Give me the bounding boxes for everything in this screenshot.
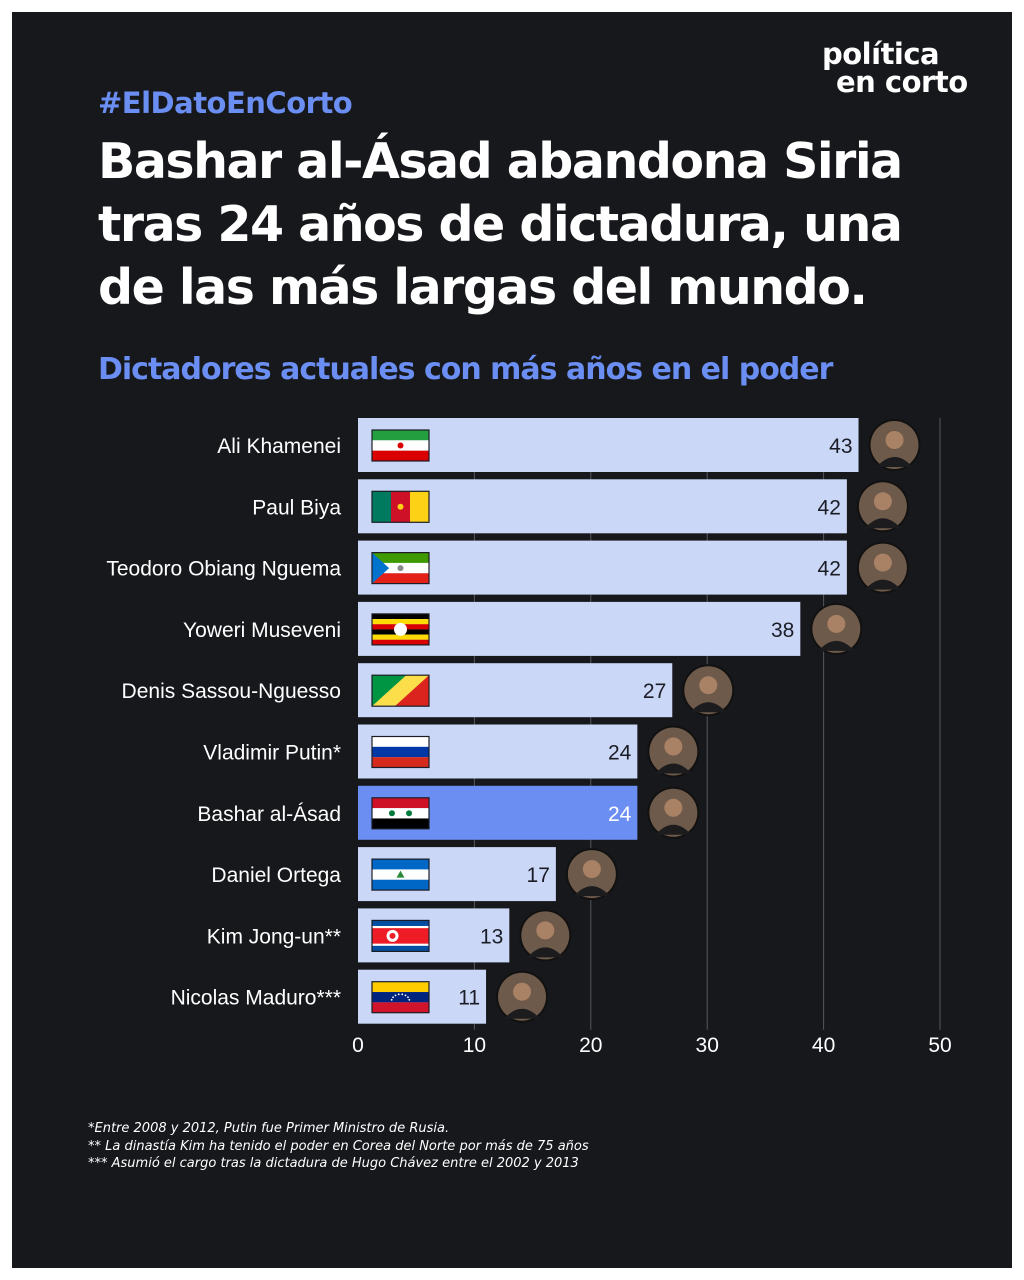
- row-nicolas-maduro: Nicolas Maduro*** 11: [171, 969, 549, 1024]
- bar-label: Yoweri Museveni: [183, 619, 341, 642]
- x-tick-20: 20: [579, 1034, 602, 1057]
- row-ali-khamenei: Ali Khamenei 43: [217, 418, 921, 472]
- flag-cameroon-icon: [371, 490, 430, 523]
- hashtag: #ElDatoEnCorto: [98, 86, 353, 120]
- row-denis-sassou-nguesso: Denis Sassou-Nguesso 27: [122, 663, 735, 718]
- x-tick-30: 30: [696, 1034, 719, 1057]
- row-kim-jong-un: Kim Jong-un** 13: [207, 908, 572, 963]
- footnotes: *Entre 2008 y 2012, Putin fue Primer Min…: [88, 1120, 589, 1173]
- bar-value: 38: [771, 619, 794, 642]
- bar-label: Kim Jong-un**: [207, 925, 341, 948]
- bar-label: Daniel Ortega: [211, 864, 341, 887]
- flag-congo-icon: [371, 674, 430, 707]
- row-daniel-ortega: Daniel Ortega 17: [211, 847, 618, 902]
- bar-label: Bashar al-Ásad: [197, 803, 341, 826]
- bar-value: 27: [643, 680, 666, 703]
- footnote-maduro: *** Asumió el cargo tras la dictadura de…: [88, 1156, 579, 1171]
- row-bashar-al-asad: Bashar al-Ásad 24: [197, 785, 700, 840]
- portrait-avatar: [856, 541, 909, 594]
- headline: Bashar al-Ásad abandona Siria tras 24 añ…: [98, 133, 903, 316]
- bar-value: 24: [608, 742, 632, 765]
- portrait-avatar: [682, 664, 735, 717]
- brand-line-1: política: [822, 37, 940, 71]
- row-yoweri-museveni: Yoweri Museveni 38: [183, 601, 863, 656]
- bar-value: 24: [608, 803, 632, 826]
- flag-venezuela-icon: [371, 981, 430, 1014]
- portrait-avatar: [856, 480, 909, 533]
- flag-syria-icon: [371, 797, 430, 830]
- bar: [358, 418, 859, 472]
- bar-value: 42: [818, 496, 841, 519]
- footnote-putin: *Entre 2008 y 2012, Putin fue Primer Min…: [88, 1121, 450, 1136]
- flag-equatorial-guinea-icon: [371, 551, 430, 585]
- x-tick-10: 10: [463, 1034, 486, 1057]
- bar-value: 13: [480, 925, 503, 948]
- flag-uganda-icon: [371, 613, 430, 646]
- footnote-kim: ** La dinastía Kim ha tenido el poder en…: [88, 1138, 589, 1154]
- bar-value: 42: [818, 558, 841, 581]
- bar-label: Ali Khamenei: [217, 435, 341, 458]
- portrait-avatar: [519, 909, 572, 962]
- portrait-avatar: [868, 419, 921, 471]
- portrait-avatar: [810, 602, 863, 655]
- x-tick-0: 0: [352, 1034, 364, 1057]
- row-paul-biya: Paul Biya 42: [252, 479, 909, 534]
- row-vladimir-putin: Vladimir Putin* 24: [203, 724, 700, 779]
- bar-label: Vladimir Putin*: [203, 742, 341, 765]
- bar: [358, 479, 847, 534]
- bar: [358, 601, 801, 656]
- bar-label: Denis Sassou-Nguesso: [122, 680, 341, 703]
- bar-value: 11: [458, 987, 480, 1010]
- flag-russia-icon: [371, 735, 430, 769]
- x-tick-40: 40: [812, 1034, 835, 1057]
- bar-label: Nicolas Maduro***: [171, 987, 341, 1010]
- brand-line-2: en corto: [836, 65, 968, 99]
- portrait-avatar: [647, 725, 700, 778]
- x-axis: 0 10 20 30 40 50: [352, 1034, 952, 1057]
- row-teodoro-obiang-nguema: Teodoro Obiang Nguema 42: [106, 540, 909, 595]
- flag-nicaragua-icon: [371, 858, 430, 891]
- bar-value: 17: [527, 864, 550, 887]
- bar-label: Paul Biya: [252, 496, 341, 519]
- portrait-avatar: [647, 786, 700, 839]
- bar: [358, 540, 847, 595]
- portrait-avatar: [565, 848, 618, 901]
- flag-iran-icon: [371, 429, 430, 462]
- bar-value: 43: [829, 435, 852, 458]
- bar-label: Teodoro Obiang Nguema: [106, 558, 341, 581]
- portrait-avatar: [496, 970, 549, 1023]
- chart-title: Dictadores actuales con más años en el p…: [98, 352, 833, 387]
- brand-logo: política en corto: [822, 37, 968, 99]
- flag-north-korea-icon: [371, 919, 430, 953]
- x-tick-50: 50: [928, 1034, 951, 1057]
